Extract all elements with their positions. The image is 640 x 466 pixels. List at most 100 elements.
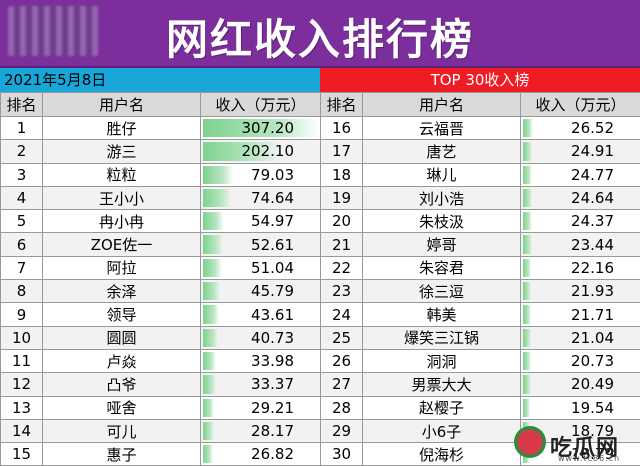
income-bar	[523, 212, 533, 231]
table-row: 21 婷哥 23.44	[320, 232, 640, 257]
rank-cell: 25	[320, 325, 363, 350]
income-cell: 54.97	[200, 209, 321, 234]
income-cell: 24.64	[520, 185, 640, 211]
income-value: 29.21	[251, 398, 294, 417]
income-value: 23.44	[571, 235, 614, 254]
table-row: 17 唐艺 24.91	[320, 139, 640, 164]
income-bar	[523, 235, 532, 254]
table-row: 15 惠子 26.82	[0, 442, 321, 466]
income-value: 307.20	[241, 119, 295, 138]
user-cell: 圆圆	[42, 325, 201, 350]
rank-cell: 16	[320, 115, 363, 141]
rank-cell: 12	[0, 372, 43, 397]
user-cell: 王小小	[42, 185, 201, 211]
user-cell: 男票大大	[362, 372, 521, 397]
income-value: 51.04	[251, 258, 294, 277]
rank-cell: 30	[320, 442, 363, 466]
table-row: 25 爆笑三江锅 21.04	[320, 325, 640, 350]
income-value: 43.61	[251, 305, 294, 324]
user-cell: 洞洞	[362, 348, 521, 374]
user-cell: 凸爷	[42, 372, 201, 397]
table-row: 23 徐三逗 21.93	[320, 279, 640, 304]
table-row: 10 圆圆 40.73	[0, 325, 321, 350]
income-value: 20.73	[571, 352, 614, 371]
income-bar	[203, 235, 223, 254]
income-bar	[203, 398, 215, 417]
income-cell: 307.20	[200, 115, 321, 141]
income-value: 26.82	[251, 445, 294, 464]
income-cell: 28.17	[200, 418, 321, 444]
income-cell: 19.54	[520, 395, 640, 420]
income-cell: 74.64	[200, 185, 321, 211]
income-bar	[523, 375, 531, 394]
user-cell: 刘小浩	[362, 185, 521, 211]
rank-cell: 29	[320, 418, 363, 444]
income-value: 33.98	[251, 352, 294, 371]
income-value: 52.61	[251, 235, 294, 254]
income-bar	[203, 375, 216, 394]
income-cell: 202.10	[200, 139, 321, 164]
table-row: 1 胜仔 307.20	[0, 115, 321, 141]
income-value: 26.52	[571, 119, 614, 138]
table-row: 22 朱容君 22.16	[320, 255, 640, 281]
rank-cell: 4	[0, 185, 43, 211]
user-cell: 赵樱子	[362, 395, 521, 420]
income-bar	[203, 421, 214, 441]
rank-cell: 2	[0, 139, 43, 164]
income-value: 19.54	[571, 398, 614, 417]
header-row: 排名 用户名 收入（万元）	[320, 92, 640, 117]
user-cell: 领导	[42, 302, 201, 327]
rank-cell: 22	[320, 255, 363, 281]
income-value: 28.17	[251, 422, 294, 440]
rank-cell: 6	[0, 232, 43, 257]
rank-cell: 21	[320, 232, 363, 257]
user-cell: 冉小冉	[42, 209, 201, 234]
table-row: 7 阿拉 51.04	[0, 255, 321, 281]
income-cell: 21.71	[520, 302, 640, 327]
user-cell: 朱枝汲	[362, 209, 521, 234]
income-bar	[523, 398, 531, 417]
rank-cell: 28	[320, 395, 363, 420]
table-row: 24 韩美 21.71	[320, 302, 640, 327]
page-title: 网红收入排行榜	[165, 15, 474, 64]
table-row: 8 余泽 45.79	[0, 279, 321, 304]
rank-cell: 23	[320, 279, 363, 304]
rank-cell: 8	[0, 279, 43, 304]
income-bar	[203, 212, 224, 231]
income-bar	[523, 351, 531, 371]
user-cell: 倪海杉	[362, 442, 521, 466]
income-header: 收入（万元）	[200, 92, 321, 117]
table-row: 20 朱枝汲 24.37	[320, 209, 640, 234]
income-value: 74.64	[251, 189, 294, 208]
income-bar	[523, 258, 532, 278]
user-cell: 卢焱	[42, 348, 201, 374]
watermelon-icon	[514, 426, 546, 458]
top30-label: TOP 30收入榜	[320, 68, 640, 92]
rank-cell: 20	[320, 209, 363, 234]
rank-cell: 5	[0, 209, 43, 234]
table-row: 30 倪海杉 18.79	[320, 442, 640, 466]
income-value: 21.04	[571, 328, 614, 347]
watermark-logo: 吃瓜网 www.tc86.cn	[514, 424, 636, 464]
table-row: 3 粒粒 79.03	[0, 162, 321, 187]
rank-cell: 7	[0, 255, 43, 281]
income-bar	[203, 258, 223, 278]
user-cell: 游三	[42, 139, 201, 164]
income-cell: 26.82	[200, 442, 321, 466]
income-value: 24.64	[571, 189, 614, 208]
income-bar	[203, 445, 214, 464]
income-bar	[203, 305, 220, 324]
income-value: 18.79	[571, 445, 614, 464]
user-cell: 胜仔	[42, 115, 201, 141]
table-row: 14 可儿 28.17	[0, 418, 321, 444]
income-cell: 18.79	[520, 442, 640, 466]
income-value: 24.91	[571, 142, 614, 161]
income-header: 收入（万元）	[520, 92, 640, 117]
user-header: 用户名	[42, 92, 201, 117]
user-cell: 余泽	[42, 279, 201, 304]
table-row: 18 琳儿 24.77	[320, 162, 640, 187]
income-cell: 20.49	[520, 372, 640, 397]
title-banner: 网红收入排行榜	[0, 0, 640, 68]
user-cell: 琳儿	[362, 162, 521, 187]
rank-header: 排名	[0, 92, 43, 117]
